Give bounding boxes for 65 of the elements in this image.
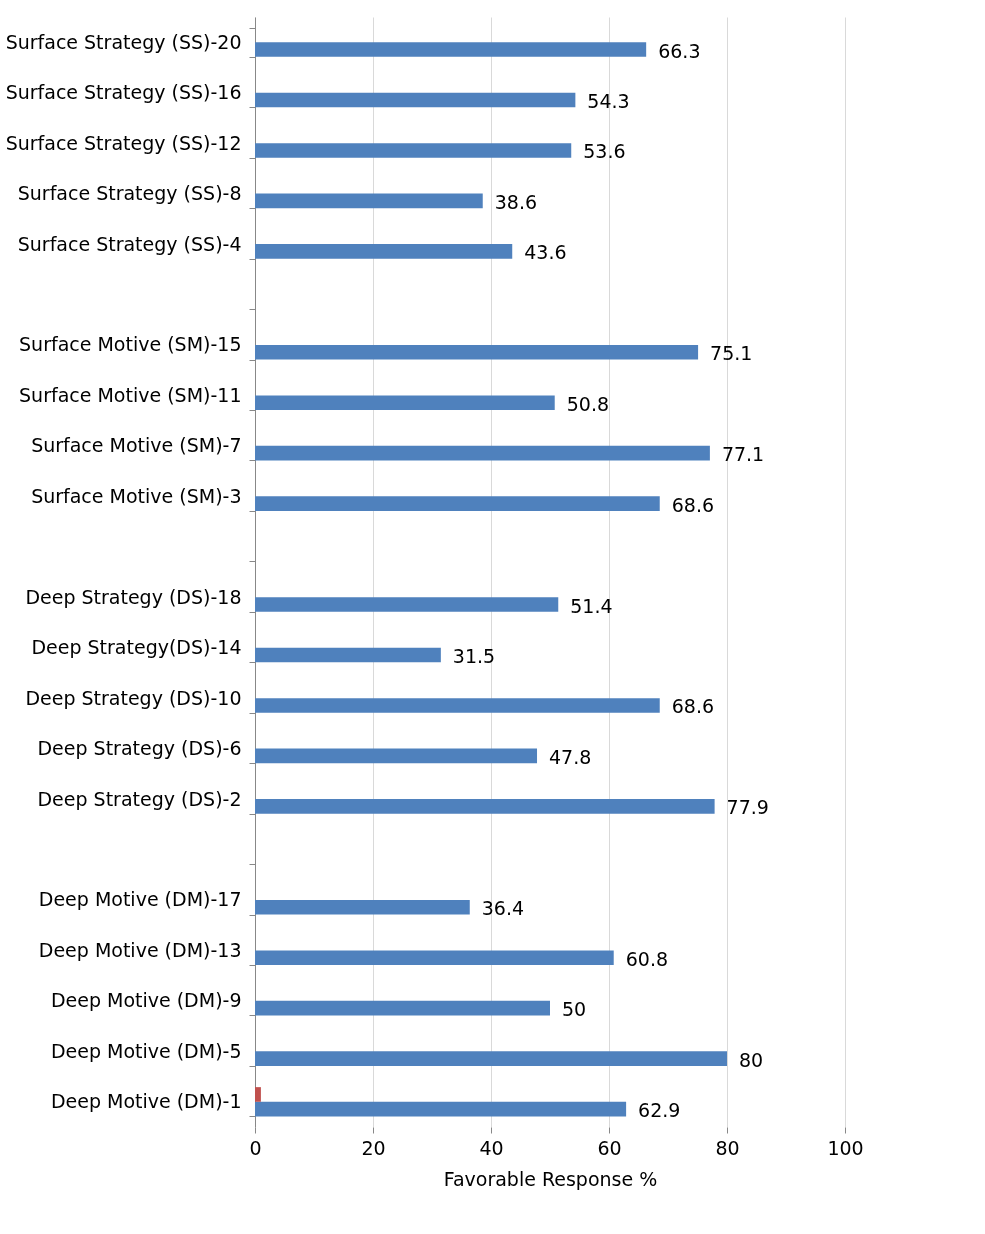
bar	[255, 799, 715, 814]
data-label: 50	[562, 998, 587, 1021]
y-tick-label: Surface Motive (SM)-7	[31, 434, 242, 457]
bar	[255, 1000, 550, 1016]
bar	[255, 597, 559, 612]
data-label: 50.8	[566, 392, 610, 415]
data-label: 51.4	[570, 594, 613, 617]
data-label: 38.6	[494, 190, 538, 213]
x-axis-title: Favorable Response %	[443, 1167, 658, 1190]
data-label: 36.4	[481, 897, 525, 920]
data-label: 47.8	[549, 745, 592, 768]
bar	[255, 950, 614, 966]
data-label: 62.9	[638, 1099, 681, 1122]
y-tick-label: Surface Strategy (SS)-20	[5, 30, 242, 53]
y-tick-label: Deep Strategy (DS)-10	[25, 686, 242, 709]
data-label: 60.8	[625, 947, 669, 970]
x-tick-label: 80	[715, 1136, 740, 1159]
y-tick-label: Deep Strategy(DS)-14	[31, 636, 242, 659]
bar	[255, 244, 513, 259]
y-tick-label: Surface Motive (SM)-3	[31, 484, 242, 507]
bar	[255, 748, 538, 764]
y-tick-label: Deep Strategy (DS)-18	[25, 585, 242, 608]
data-label: 43.6	[524, 241, 567, 264]
data-label: 31.5	[452, 645, 496, 667]
data-label: 53.6	[583, 140, 626, 163]
bar	[255, 1087, 261, 1102]
data-label: 68.6	[671, 493, 715, 516]
x-tick-label: 60	[597, 1136, 622, 1159]
y-tick-label: Surface Strategy (SS)-4	[17, 232, 242, 255]
bar	[255, 698, 660, 713]
y-tick-label: Deep Motive (DM)-17	[38, 888, 242, 911]
x-tick-label: 100	[827, 1136, 864, 1159]
data-label: 68.6	[671, 695, 715, 718]
y-tick-label: Surface Strategy (SS)-8	[17, 182, 242, 205]
x-tick-label: 0	[249, 1136, 262, 1159]
y-tick-label: Surface Strategy (SS)-12	[5, 131, 242, 154]
y-tick-label: Surface Motive (SM)-11	[19, 383, 242, 406]
bar	[255, 1101, 627, 1117]
x-tick-label: 20	[361, 1136, 386, 1159]
data-label: 54.3	[587, 90, 630, 112]
bar	[255, 193, 483, 209]
bar	[255, 899, 470, 915]
y-tick-label: Surface Strategy (SS)-16	[5, 81, 242, 104]
y-tick-label: Deep Motive (DM)-1	[50, 1090, 242, 1113]
y-tick-label: Deep Motive (DM)-9	[50, 989, 242, 1012]
bar	[255, 42, 647, 57]
bar	[255, 344, 699, 360]
bar	[255, 647, 441, 663]
data-label: 77.9	[726, 796, 769, 819]
data-label: 80	[739, 1048, 764, 1071]
bar	[255, 1051, 727, 1066]
y-tick-label: Deep Strategy (DS)-2	[37, 787, 242, 810]
y-tick-label: Deep Motive (DM)-5	[50, 1039, 242, 1062]
x-tick-label: 40	[479, 1136, 504, 1159]
data-label: 66.3	[658, 39, 701, 62]
data-label: 75.1	[710, 342, 753, 365]
bar	[255, 143, 572, 158]
bar	[255, 496, 660, 511]
data-label: 77.1	[721, 443, 765, 466]
bar	[255, 395, 555, 411]
y-tick-label: Deep Motive (DM)-13	[38, 938, 242, 961]
y-tick-label: Deep Strategy (DS)-6	[37, 737, 242, 760]
bar	[255, 92, 576, 108]
bar	[255, 445, 710, 461]
y-tick-label: Surface Motive (SM)-15	[19, 333, 242, 356]
